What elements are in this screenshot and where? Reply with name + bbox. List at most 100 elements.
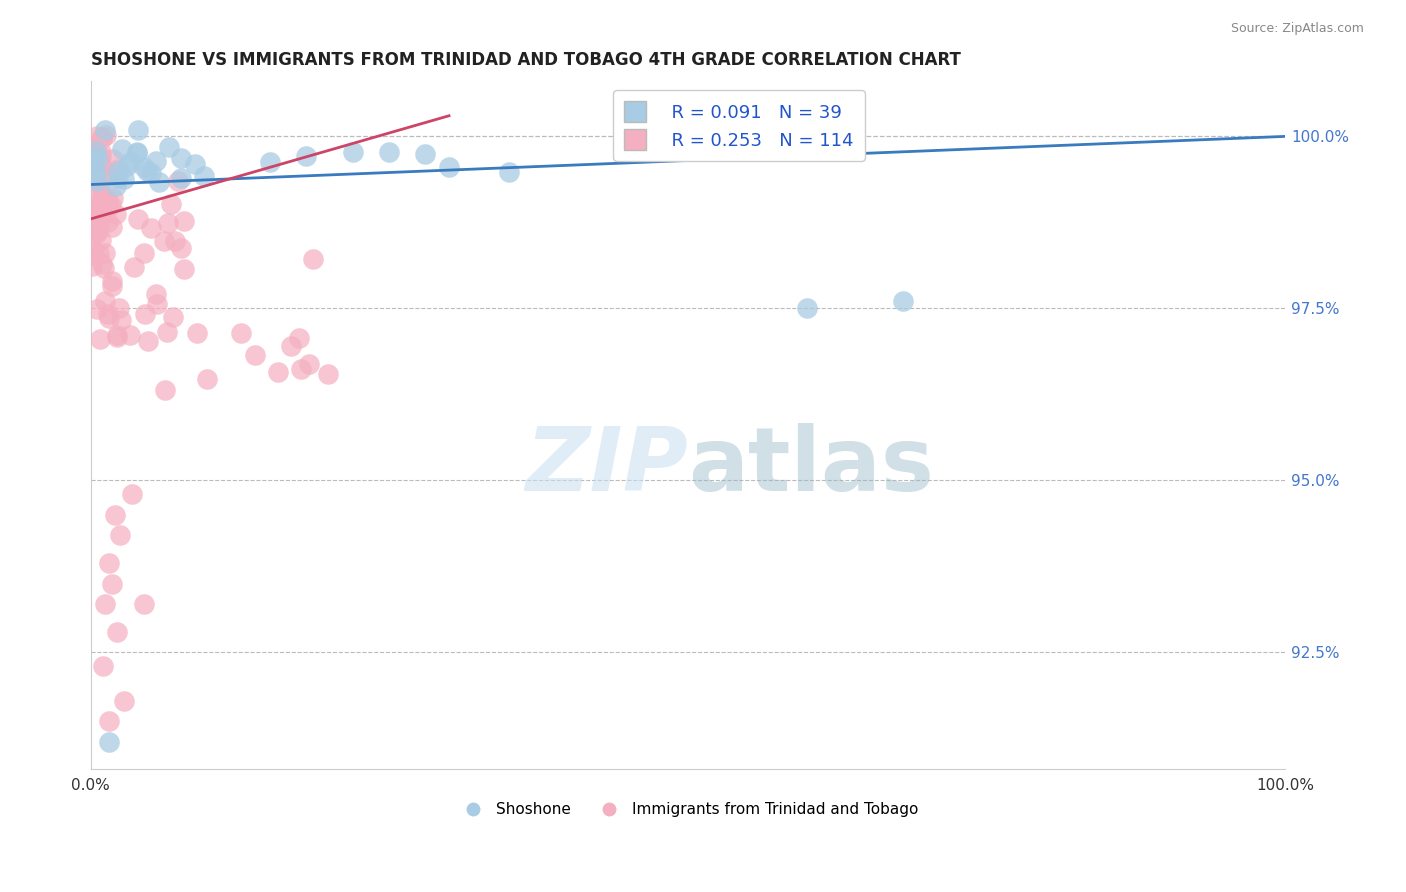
Point [103, 508, 125, 522]
Point [97, 735, 120, 749]
Point [89, 180, 111, 194]
Point [146, 297, 169, 311]
Point [148, 176, 170, 190]
Point [91, 130, 114, 145]
Legend: Shoshone, Immigrants from Trinidad and Tobago: Shoshone, Immigrants from Trinidad and T… [451, 797, 924, 823]
Point [155, 383, 177, 397]
Point [139, 221, 162, 235]
Point [90, 149, 112, 163]
Point [101, 274, 124, 288]
Point [186, 326, 208, 340]
Point [153, 234, 176, 248]
Point [125, 146, 148, 161]
Point [107, 171, 129, 186]
Point [97, 308, 120, 322]
Point [122, 260, 145, 274]
Point [259, 155, 281, 169]
Point [112, 172, 135, 186]
Point [82, 154, 104, 169]
Point [156, 216, 179, 230]
Text: atlas: atlas [688, 423, 934, 510]
Text: ZIP: ZIP [526, 423, 688, 510]
Point [86, 222, 108, 236]
Point [245, 347, 267, 361]
Point [121, 487, 143, 501]
Point [145, 153, 167, 168]
Point [90, 145, 112, 160]
Point [173, 214, 195, 228]
Point [107, 161, 129, 176]
Point [135, 164, 157, 178]
Point [104, 178, 127, 193]
Point [94, 294, 117, 309]
Point [90, 205, 112, 219]
Point [134, 245, 156, 260]
Point [288, 331, 311, 345]
Point [98, 311, 121, 326]
Point [156, 325, 179, 339]
Point [167, 174, 190, 188]
Point [82, 166, 104, 180]
Point [89, 247, 111, 261]
Point [82, 260, 104, 274]
Point [101, 576, 124, 591]
Point [437, 160, 460, 174]
Point [132, 160, 155, 174]
Point [80, 140, 103, 154]
Point [104, 207, 127, 221]
Point [84, 227, 107, 241]
Point [96, 169, 118, 184]
Point [165, 234, 187, 248]
Text: Source: ZipAtlas.com: Source: ZipAtlas.com [1230, 22, 1364, 36]
Point [86, 181, 108, 195]
Text: SHOSHONE VS IMMIGRANTS FROM TRINIDAD AND TOBAGO 4TH GRADE CORRELATION CHART: SHOSHONE VS IMMIGRANTS FROM TRINIDAD AND… [90, 51, 960, 69]
Point [229, 326, 252, 341]
Point [82, 163, 104, 178]
Point [89, 218, 111, 232]
Point [100, 198, 122, 212]
Point [84, 199, 107, 213]
Point [125, 145, 148, 159]
Point [86, 174, 108, 188]
Point [105, 328, 128, 343]
Point [90, 160, 112, 174]
Point [90, 131, 112, 145]
Point [87, 155, 110, 169]
Point [169, 152, 191, 166]
Point [118, 328, 141, 343]
Point [96, 201, 118, 215]
Point [89, 151, 111, 165]
Point [342, 145, 364, 159]
Point [193, 169, 215, 183]
Point [100, 278, 122, 293]
Point [169, 170, 191, 185]
Point [93, 122, 115, 136]
Point [86, 128, 108, 143]
Point [91, 257, 114, 271]
Point [112, 693, 135, 707]
Point [290, 362, 312, 376]
Point [91, 659, 114, 673]
Point [84, 202, 107, 217]
Point [195, 371, 218, 385]
Point [101, 220, 124, 235]
Point [170, 241, 193, 255]
Point [107, 164, 129, 178]
Point [110, 312, 132, 326]
Point [89, 148, 111, 162]
Point [87, 196, 110, 211]
Point [96, 128, 118, 142]
Point [83, 171, 105, 186]
Point [94, 597, 117, 611]
Point [82, 152, 104, 166]
Point [84, 165, 107, 179]
Point [82, 243, 104, 257]
Point [86, 301, 108, 316]
Point [378, 145, 401, 159]
Point [82, 164, 104, 178]
Point [105, 624, 128, 639]
Point [89, 332, 111, 346]
Point [96, 192, 118, 206]
Point [97, 197, 120, 211]
Point [101, 191, 124, 205]
